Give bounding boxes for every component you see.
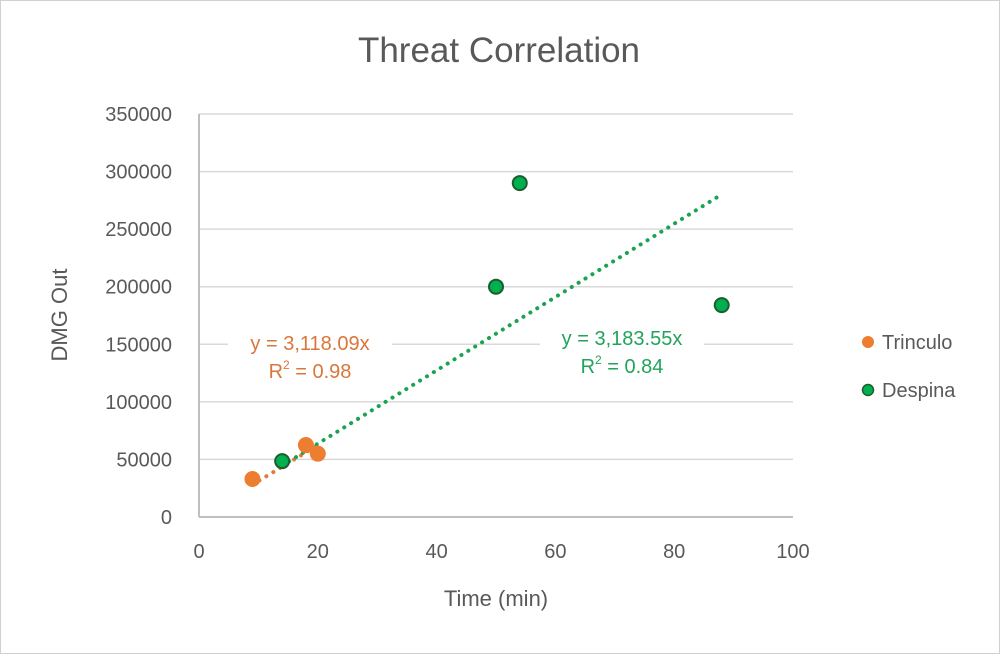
x-tick-label: 0 xyxy=(193,541,204,563)
x-axis-ticks: 0 20 40 60 80 100 xyxy=(193,541,809,563)
x-tick-label: 40 xyxy=(425,541,447,563)
trendline-equation-despina: y = 3,183.55x xyxy=(562,328,683,350)
x-tick-label: 60 xyxy=(544,541,566,563)
y-tick-label: 100000 xyxy=(105,392,172,414)
equation-background xyxy=(228,324,392,354)
y-tick-label: 250000 xyxy=(105,219,172,241)
data-point-despina xyxy=(511,175,528,192)
gridlines xyxy=(198,113,793,518)
equation-background xyxy=(540,319,704,349)
x-tick-label: 20 xyxy=(307,541,329,563)
r-squared-despina: R2 = 0.84 xyxy=(581,353,664,378)
trendline-equations: y = 3,118.09x R2 = 0.98 y = 3,183.55x R2 = … xyxy=(228,319,704,383)
x-tick-label: 100 xyxy=(776,541,809,563)
y-tick-label: 150000 xyxy=(105,334,172,356)
data-point-trinculo xyxy=(309,445,326,462)
y-axis-ticks: 0 50000 100000 150000 200000 250000 300000 3500… xyxy=(105,104,172,529)
y-axis-label: DMG Out xyxy=(47,269,72,362)
data-point-despina xyxy=(274,453,291,470)
data-point-trinculo xyxy=(297,437,314,454)
data-point-despina xyxy=(488,278,504,295)
legend-label-trinculo: Trinculo xyxy=(882,332,952,354)
y-tick-label: 0 xyxy=(161,507,172,529)
y-tick-label: 50000 xyxy=(116,449,172,471)
x-tick-label: 80 xyxy=(663,541,685,563)
legend-label-despina: Despina xyxy=(882,380,956,402)
data-point-trinculo xyxy=(244,471,261,488)
r-squared-trinculo: R2 = 0.98 xyxy=(269,358,352,383)
data-points xyxy=(244,175,730,488)
chart-title: Threat Correlation xyxy=(358,31,640,70)
y-tick-label: 300000 xyxy=(105,162,172,184)
y-tick-label: 350000 xyxy=(105,104,172,126)
legend-marker-trinculo xyxy=(862,336,874,348)
data-point-despina xyxy=(713,297,730,314)
trendline-despina xyxy=(280,192,724,468)
y-tick-label: 200000 xyxy=(105,277,172,299)
x-axis-label: Time (min) xyxy=(444,586,548,611)
legend: Trinculo Despina xyxy=(861,332,956,402)
trendline-equation-trinculo: y = 3,118.09x xyxy=(250,333,369,355)
legend-marker-despina xyxy=(861,383,875,397)
